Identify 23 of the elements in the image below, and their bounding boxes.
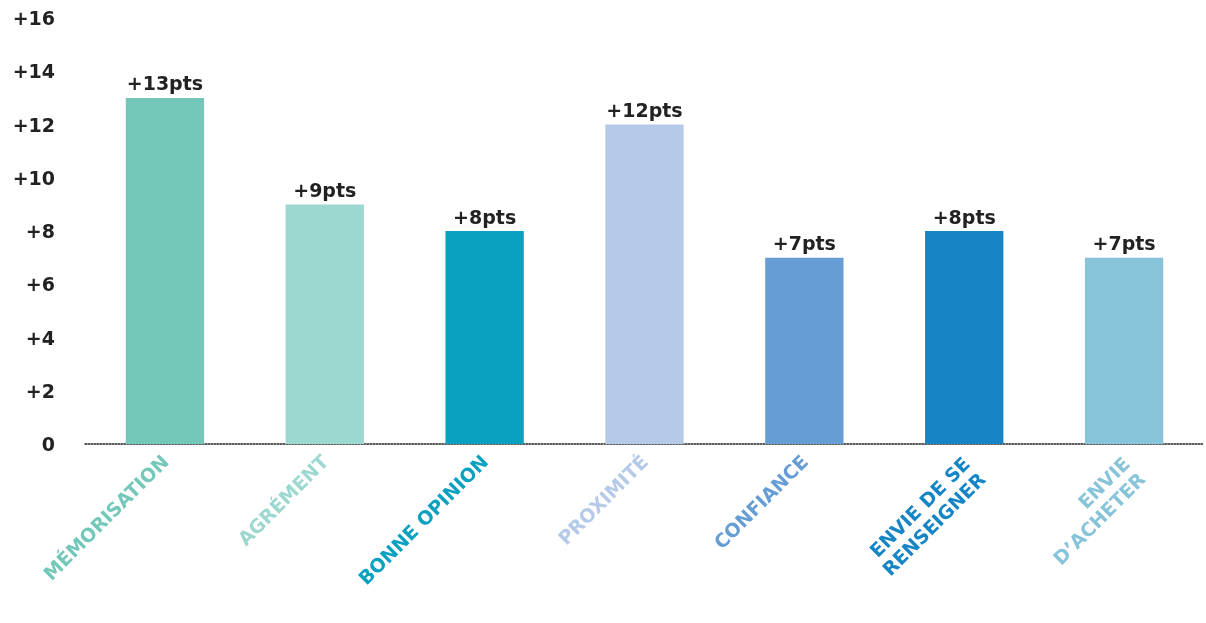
- data-label: +8pts: [453, 205, 517, 228]
- data-label: +9pts: [293, 178, 357, 201]
- bar: [445, 231, 524, 444]
- bar: [925, 231, 1004, 444]
- data-label: +8pts: [932, 205, 996, 228]
- bar: [1084, 257, 1164, 444]
- y-tick-label: +8: [25, 220, 55, 242]
- bar: [285, 204, 364, 444]
- y-tick-label: +4: [25, 326, 55, 349]
- y-tick-label: +2: [25, 379, 55, 402]
- bar: [765, 257, 844, 444]
- y-tick-label: +10: [12, 166, 55, 189]
- bar: [605, 124, 684, 444]
- data-label: +12pts: [606, 99, 683, 121]
- data-label: +13pts: [126, 72, 204, 95]
- data-label: +7pts: [772, 232, 836, 255]
- y-tick-label: 0: [41, 433, 55, 455]
- bar: [125, 97, 205, 444]
- y-tick-label: +6: [25, 273, 55, 296]
- data-label: +7pts: [1092, 232, 1156, 255]
- y-tick-label: +12: [12, 113, 55, 136]
- y-tick-label: +16: [12, 7, 55, 29]
- y-tick-label: +14: [12, 60, 55, 83]
